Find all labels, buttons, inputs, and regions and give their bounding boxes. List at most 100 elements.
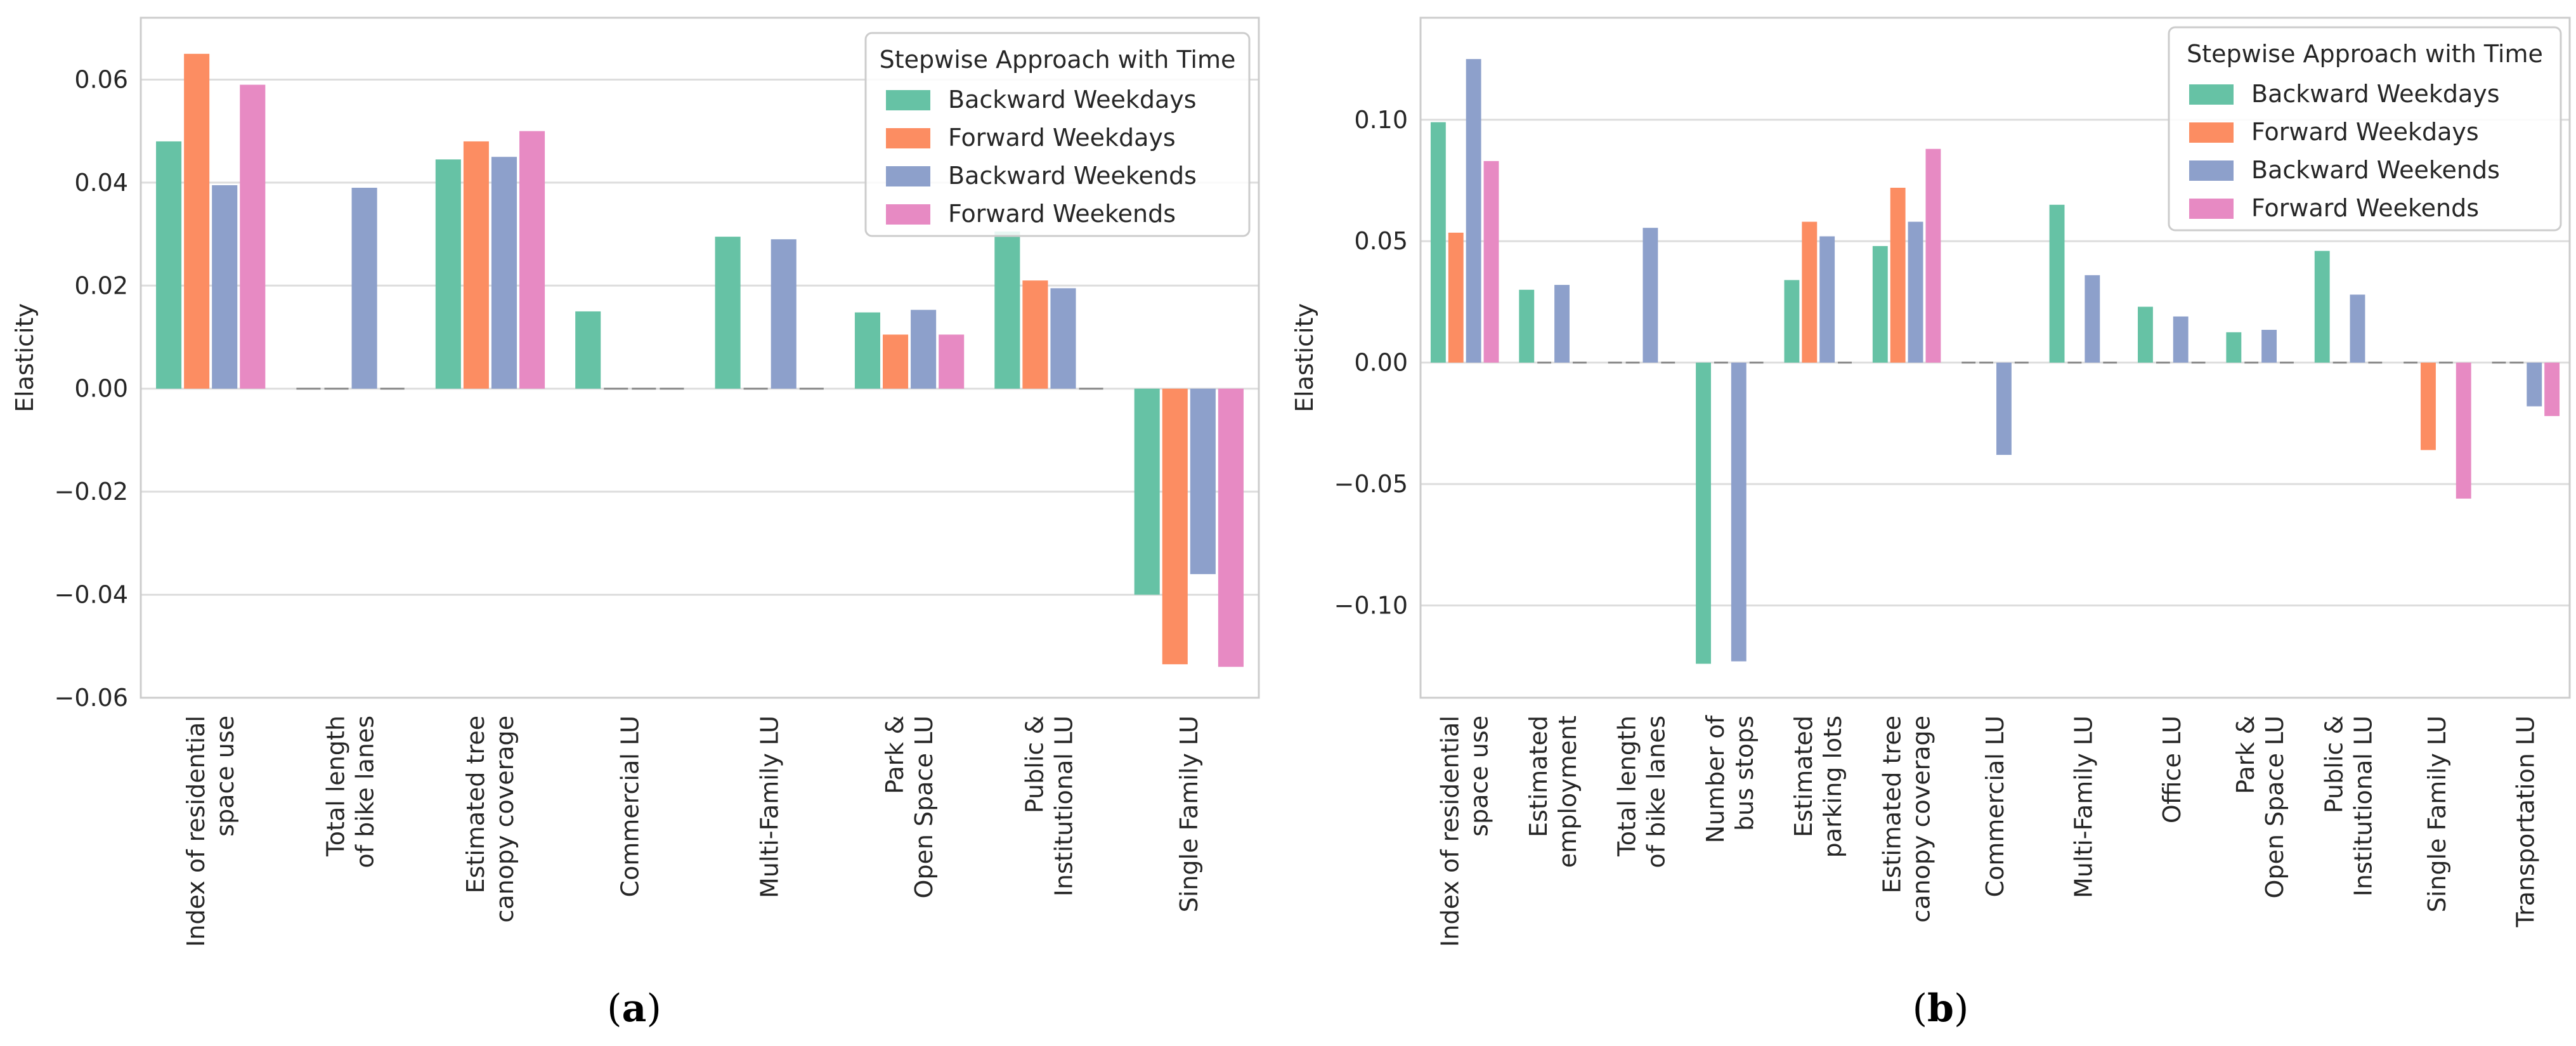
bar-backward-weekdays <box>435 159 461 389</box>
bar-backward-weekends <box>1643 228 1658 363</box>
plot-frame <box>1419 16 2571 699</box>
x-tick-label-line: Public & <box>1020 716 1048 813</box>
legend-swatch <box>886 128 930 148</box>
x-tick-label-line: Open Space LU <box>910 716 938 899</box>
legend-swatch <box>2189 122 2234 143</box>
y-tick-label: 0.00 <box>74 375 128 403</box>
y-tick-label: 0.10 <box>1354 106 1408 134</box>
bar-backward-weekends <box>911 310 937 389</box>
x-tick-label: Commercial LU <box>1981 716 2009 897</box>
bar-backward-weekdays <box>1872 245 1888 363</box>
bar-forward-weekdays <box>184 53 210 389</box>
x-tick-label: Office LU <box>2158 716 2186 823</box>
bar-forward-weekdays <box>1448 232 1464 363</box>
x-tick-label-line: Total length <box>322 716 350 857</box>
bar-backward-weekends <box>2261 329 2277 363</box>
x-tick-label-line: Open Space LU <box>2261 716 2289 899</box>
bar-forward-weekends <box>1483 160 1499 363</box>
legend: Stepwise Approach with Time Backward Week… <box>2168 26 2562 232</box>
bar-backward-weekends <box>2173 316 2189 363</box>
y-tick-label: −0.02 <box>55 478 128 506</box>
x-tick-label: Park & Open Space LU <box>881 716 938 899</box>
y-tick-label: 0.02 <box>74 271 128 299</box>
bar-backward-weekends <box>1190 388 1216 575</box>
legend-swatch <box>2189 84 2234 105</box>
bar-forward-weekdays <box>463 141 489 389</box>
x-tick-label-line: space use <box>1466 716 1493 837</box>
legend-entry: Backward Weekends <box>948 162 1197 190</box>
x-tick-label: Estimated parking lots <box>1790 716 1847 858</box>
legend-box <box>864 32 1251 237</box>
x-tick-label-line: Institutional LU <box>2350 716 2378 896</box>
bar-backward-weekdays <box>2138 306 2153 363</box>
legend-entry: Forward Weekdays <box>2251 118 2479 146</box>
x-tick-label: Park & Open Space LU <box>2232 716 2289 899</box>
x-tick-label: Estimated employment <box>1525 716 1582 868</box>
legend-swatch <box>886 90 930 110</box>
legend-title: Stepwise Approach with Time <box>880 46 1236 74</box>
x-tick-label-line: Single Family LU <box>1175 716 1203 912</box>
x-tick-label-line: canopy coverage <box>491 716 519 923</box>
legend-swatch <box>2189 160 2234 181</box>
bar-backward-weekends <box>1908 221 1923 363</box>
legend-entry: Backward Weekdays <box>948 86 1197 114</box>
x-tick-label-line: Park & <box>2232 716 2260 794</box>
legend-entry: Forward Weekends <box>948 200 1176 228</box>
x-tick-label: Index of residential space use <box>182 716 239 947</box>
bar-forward-weekends <box>240 84 266 389</box>
caption-b: (b) <box>1913 986 1969 1031</box>
x-tick-label: Commercial LU <box>616 716 644 897</box>
bar-backward-weekends <box>491 157 517 389</box>
bar-backward-weekends <box>1466 59 1481 363</box>
x-tick-label-line: Estimated <box>1525 716 1552 837</box>
x-tick-label: Total length of bike lanes <box>1613 716 1670 868</box>
bar-backward-weekends <box>2350 294 2365 363</box>
bar-forward-weekdays <box>1022 280 1048 389</box>
x-tick-label-line: employment <box>1554 716 1582 868</box>
bar-backward-weekends <box>2085 275 2100 363</box>
x-tick-label-line: Number of <box>1701 714 1729 843</box>
y-tick-label: −0.06 <box>55 684 128 712</box>
legend-swatch <box>886 166 930 186</box>
x-tick-label: Multi-Family LU <box>2069 716 2097 898</box>
x-tick-label-line: Commercial LU <box>616 716 644 897</box>
x-tick-label-line: Office LU <box>2158 716 2186 823</box>
x-tick-label-line: parking lots <box>1819 716 1847 858</box>
x-tick-label-line: Transportation LU <box>2511 716 2539 928</box>
y-tick-label: −0.05 <box>1334 470 1408 498</box>
x-tick-label: Estimated tree canopy coverage <box>1878 716 1935 923</box>
x-tick-label-line: Public & <box>2320 716 2348 813</box>
y-tick-label: 0.06 <box>74 65 128 93</box>
bar-backward-weekends <box>771 239 797 389</box>
y-tick-label: 0.00 <box>1354 349 1408 377</box>
legend-title: Stepwise Approach with Time <box>2187 40 2543 68</box>
bar-backward-weekdays <box>715 237 741 389</box>
bar-forward-weekdays <box>1802 221 1818 363</box>
x-tick-label: Single Family LU <box>1175 716 1203 912</box>
legend: Stepwise Approach with Time Backward Week… <box>864 32 1251 237</box>
x-tick-label-line: Park & <box>881 716 909 794</box>
legend-box <box>2168 26 2562 232</box>
bar-backward-weekdays <box>994 232 1020 389</box>
legend-swatch <box>2189 199 2234 219</box>
x-tick-label-line: of bike lanes <box>351 716 379 868</box>
x-tick-label: Public & Institutional LU <box>1020 716 1077 896</box>
x-tick-label-line: Single Family LU <box>2423 716 2451 912</box>
bar-backward-weekdays <box>1519 289 1535 363</box>
x-tick-label: Transportation LU <box>2511 716 2539 928</box>
x-tick-label-line: Total length <box>1613 716 1641 857</box>
x-tick-label-line: Multi-Family LU <box>2069 716 2097 898</box>
x-tick-label-line: Estimated tree <box>1878 716 1906 894</box>
bar-backward-weekdays <box>2226 332 2242 363</box>
bar-backward-weekends <box>2527 362 2542 407</box>
x-tick-label-line: space use <box>211 716 239 837</box>
bar-backward-weekdays <box>1784 280 1800 363</box>
x-tick-label: Estimated tree canopy coverage <box>462 716 519 923</box>
bar-forward-weekends <box>2456 362 2471 499</box>
bar-backward-weekends <box>1731 362 1747 662</box>
x-tick-label-line: Institutional LU <box>1050 716 1077 896</box>
y-tick-label: −0.04 <box>55 581 128 609</box>
y-axis-label: Elasticity <box>11 303 39 412</box>
bar-backward-weekends <box>1554 285 1570 363</box>
